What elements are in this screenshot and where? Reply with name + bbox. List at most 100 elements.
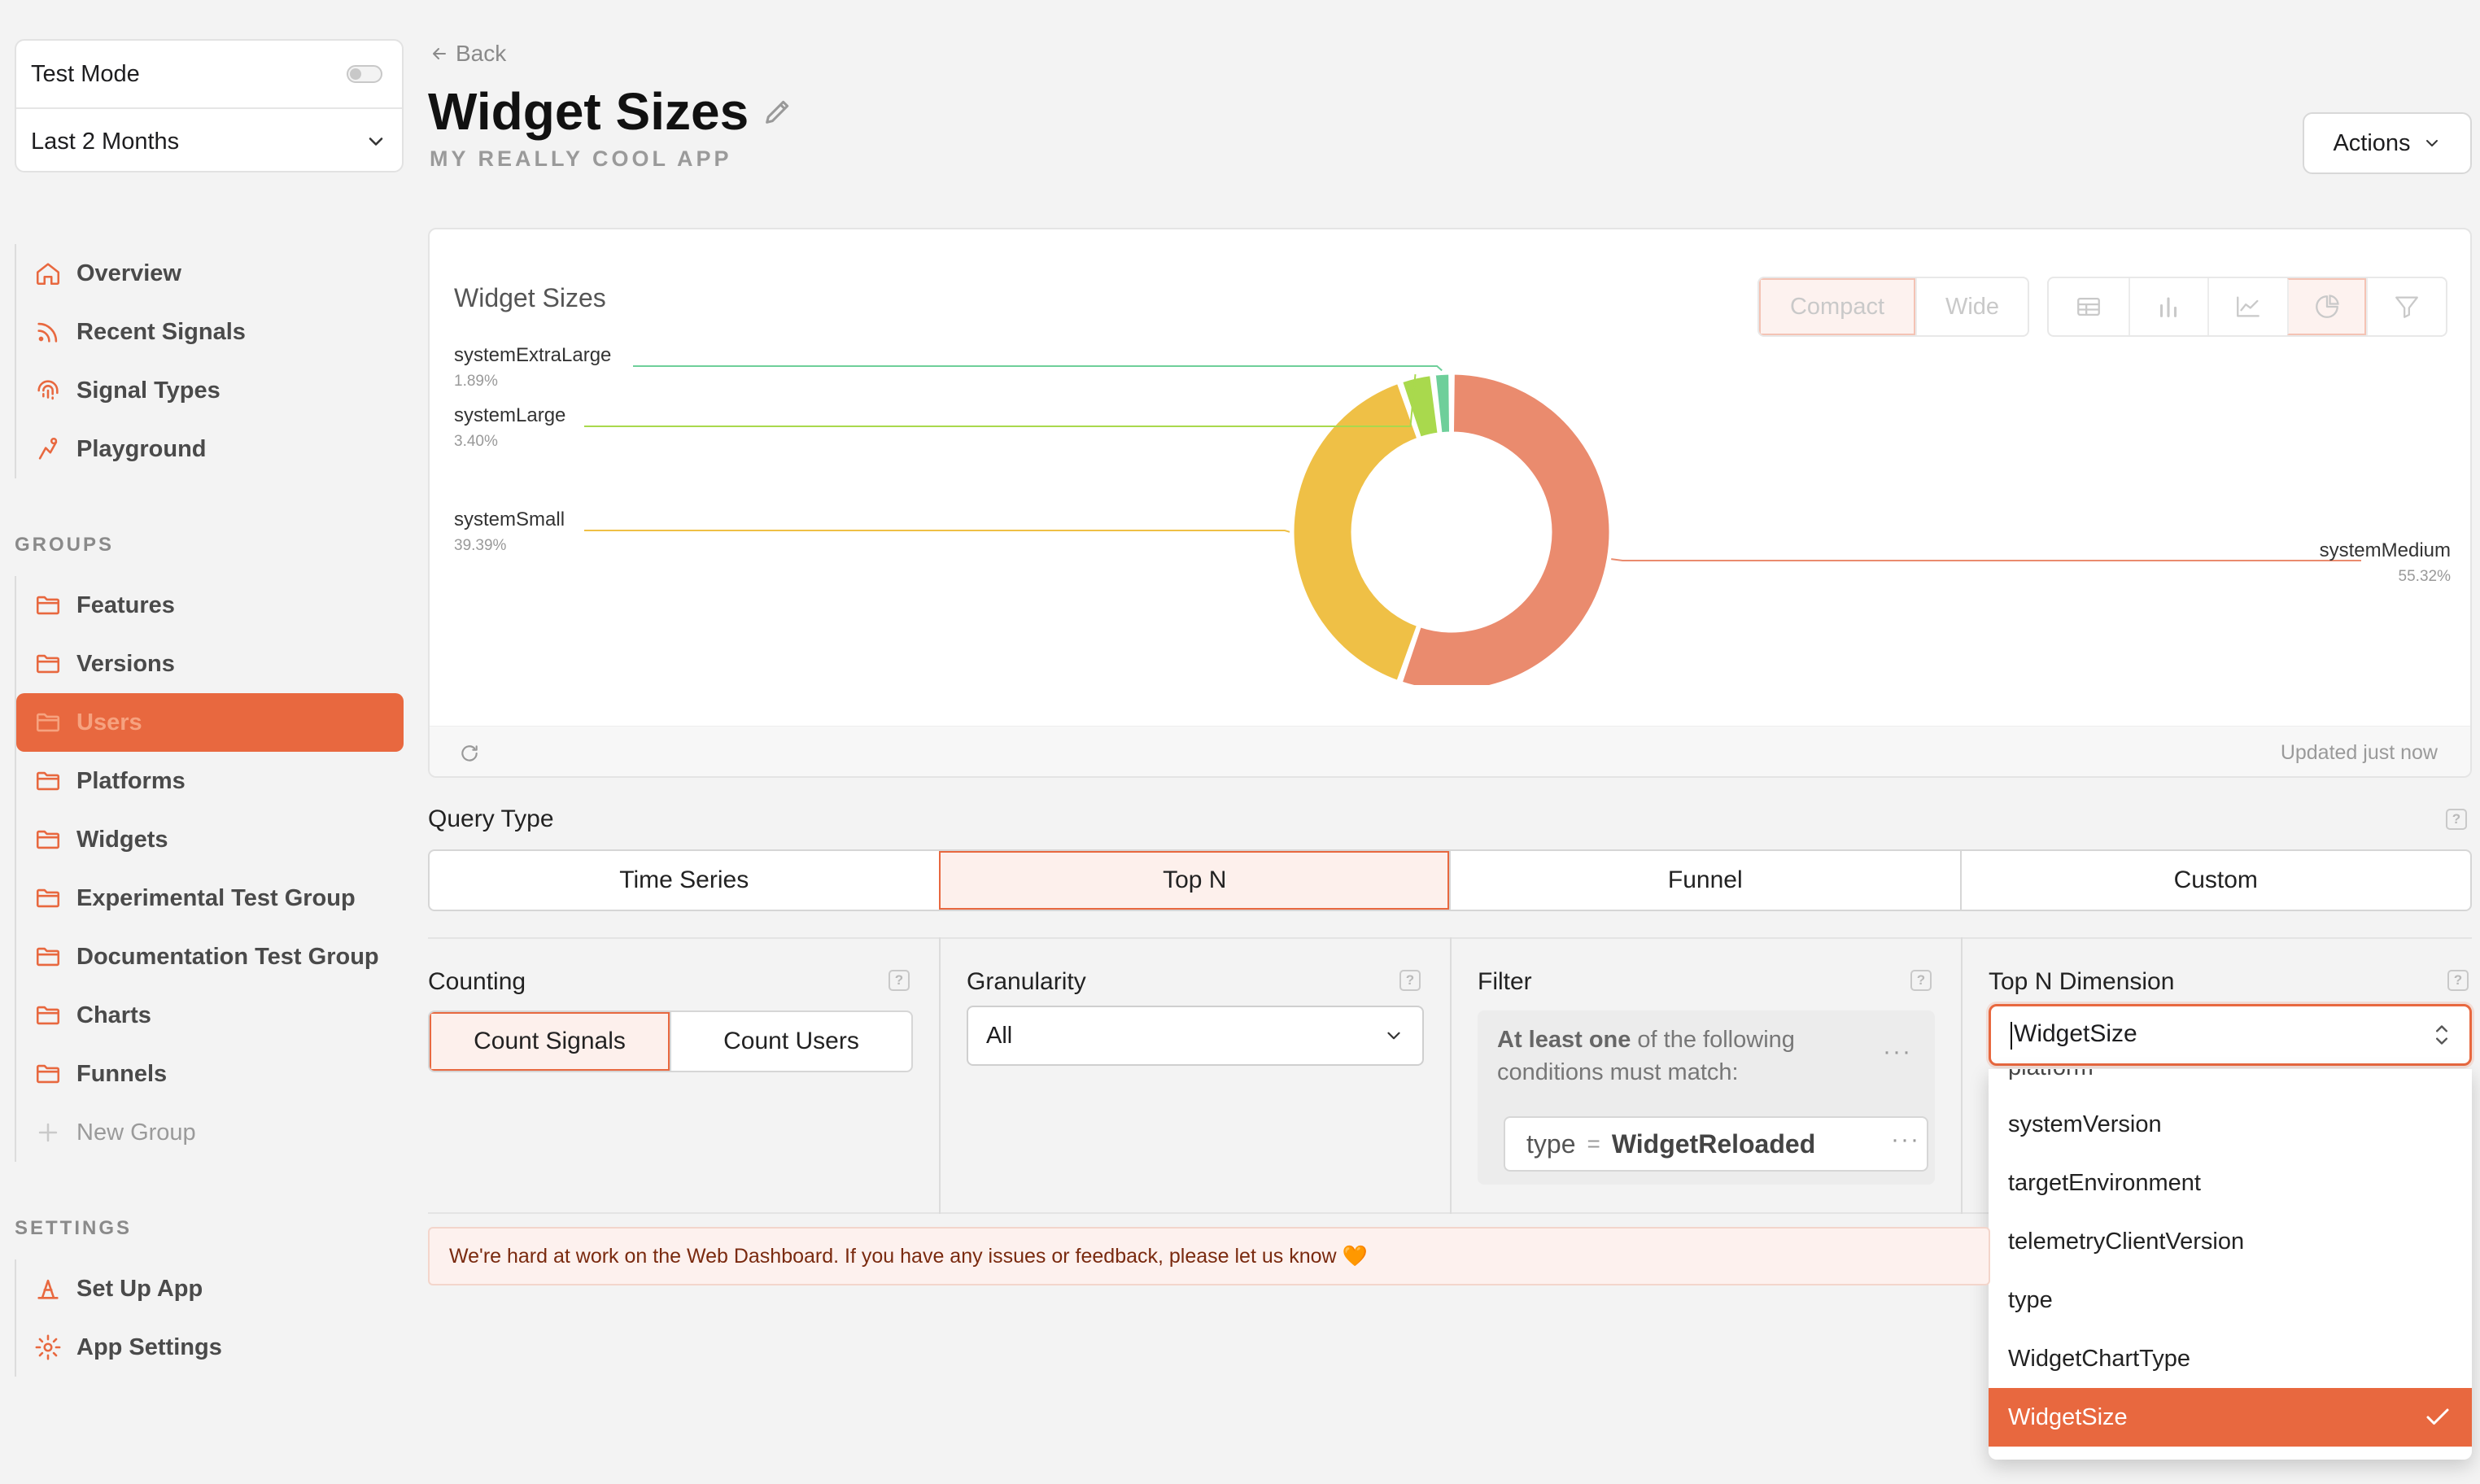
slice-percent: 39.39% xyxy=(454,537,507,554)
back-link[interactable]: Back xyxy=(430,41,506,67)
folder-icon xyxy=(36,596,60,615)
topn-dimension-input[interactable]: WidgetSize xyxy=(1989,1004,2472,1066)
mode-box: Test Mode Last 2 Months xyxy=(15,39,404,172)
dropdown-option[interactable]: telemetryClientVersion xyxy=(1989,1212,2472,1271)
nav-item-set-up-app[interactable]: Set Up App xyxy=(16,1259,404,1318)
page-title: Widget Sizes xyxy=(428,81,794,142)
sidebar-item-charts[interactable]: Charts xyxy=(16,986,404,1045)
table-view-button[interactable] xyxy=(2049,278,2129,335)
donut-slice-systemSmall[interactable] xyxy=(1291,381,1420,683)
tab-custom[interactable]: Custom xyxy=(1959,851,2471,910)
panel-divider xyxy=(939,937,941,1214)
help-icon[interactable]: ? xyxy=(2446,809,2467,830)
dropdown-option-label: WidgetSize xyxy=(2008,1403,2128,1430)
time-range-select[interactable]: Last 2 Months xyxy=(16,107,402,174)
slice-percent: 1.89% xyxy=(454,373,498,390)
chevron-up-down-icon xyxy=(2436,1025,2447,1045)
count-signals-button[interactable]: Count Signals xyxy=(430,1012,670,1071)
nav-label: New Group xyxy=(76,1119,196,1146)
dropdown-option[interactable]: targetEnvironment xyxy=(1989,1154,2472,1212)
help-icon[interactable]: ? xyxy=(2447,970,2469,991)
sidebar-item-experimental-test-group[interactable]: Experimental Test Group xyxy=(16,869,404,928)
donut-slice-systemExtraLarge[interactable] xyxy=(1433,372,1452,435)
chevron-down-icon xyxy=(1387,1032,1400,1040)
help-icon[interactable]: ? xyxy=(889,970,910,991)
sidebar-item-users[interactable]: Users xyxy=(16,693,404,752)
nav-item-overview[interactable]: Overview xyxy=(16,244,404,303)
tab-top-n[interactable]: Top N xyxy=(938,851,1449,910)
page-title-text: Widget Sizes xyxy=(428,82,749,141)
new-group-button[interactable]: New Group xyxy=(16,1103,404,1162)
nav-label: Charts xyxy=(76,1002,151,1028)
dropdown-option-label: targetEnvironment xyxy=(2008,1169,2201,1196)
filter-lead-bold: At least one xyxy=(1497,1027,1631,1053)
help-icon[interactable]: ? xyxy=(1399,970,1421,991)
dropdown-option-label: platform xyxy=(2008,1069,2094,1081)
sidebar-item-versions[interactable]: Versions xyxy=(16,635,404,693)
nav-item-app-settings[interactable]: App Settings xyxy=(16,1318,404,1377)
nav-item-playground[interactable]: Playground xyxy=(16,420,404,478)
sidebar-item-funnels[interactable]: Funnels xyxy=(16,1045,404,1103)
chevron-down-icon xyxy=(2425,140,2438,146)
dropdown-option[interactable]: type xyxy=(1989,1271,2472,1329)
test-mode-toggle[interactable] xyxy=(347,65,382,83)
test-mode-row[interactable]: Test Mode xyxy=(16,41,402,107)
folder-icon xyxy=(36,947,60,967)
nav-label: Documentation Test Group xyxy=(76,943,379,970)
nav-label: Features xyxy=(76,591,175,618)
chart-card: Widget Sizes Compact Wide systemMedium 55… xyxy=(428,228,2472,778)
granularity-value: All xyxy=(986,1022,1013,1049)
nav-item-signal-types[interactable]: Signal Types xyxy=(16,361,404,420)
nav-label: Signal Types xyxy=(76,377,220,404)
topn-dimension-dropdown: platform systemVersion targetEnvironment t… xyxy=(1989,1069,2472,1460)
dropdown-option[interactable]: WidgetChartType xyxy=(1989,1329,2472,1388)
dropdown-option[interactable]: WidgetSize xyxy=(1989,1388,2472,1447)
wizard-icon xyxy=(37,1279,59,1299)
pencil-icon[interactable] xyxy=(762,95,794,128)
chart-type-toggle xyxy=(2047,277,2447,337)
compact-button[interactable]: Compact xyxy=(1759,278,1915,335)
condition-menu-icon[interactable]: ··· xyxy=(1891,1126,1920,1153)
folder-icon xyxy=(36,654,60,674)
time-range-value: Last 2 Months xyxy=(31,128,180,155)
folder-icon xyxy=(36,888,60,908)
nav-item-recent-signals[interactable]: Recent Signals xyxy=(16,303,404,361)
tab-time-series[interactable]: Time Series xyxy=(619,866,749,893)
donut-slices xyxy=(1291,372,1612,685)
filter-condition[interactable]: type = WidgetReloaded ··· xyxy=(1504,1116,1928,1172)
gear-icon xyxy=(35,1334,61,1360)
leader-line-systemSmall xyxy=(584,530,1290,533)
actions-button[interactable]: Actions xyxy=(2303,112,2472,174)
dropdown-options: systemVersion targetEnvironment telemetryC… xyxy=(1989,1095,2472,1447)
filter-group-menu-icon[interactable]: ··· xyxy=(1883,1038,1912,1065)
panel-divider xyxy=(1961,937,1963,1214)
sidebar-item-platforms[interactable]: Platforms xyxy=(16,752,404,810)
nav-label: Set Up App xyxy=(76,1275,203,1302)
funnel-view-button[interactable] xyxy=(2366,278,2446,335)
dropdown-option-label: type xyxy=(2008,1286,2053,1313)
pie-chart-icon xyxy=(2315,295,2339,318)
count-users-button[interactable]: Count Users xyxy=(670,1012,911,1071)
filter-lead-rest: of the following conditions must match: xyxy=(1497,1027,1795,1085)
bar-view-button[interactable] xyxy=(2128,278,2208,335)
line-view-button[interactable] xyxy=(2207,278,2287,335)
main-nav: Overview Recent Signals Signal Types Pla… xyxy=(15,244,404,478)
refresh-icon[interactable] xyxy=(459,743,480,764)
granularity-select[interactable]: All xyxy=(967,1006,1424,1066)
donut-slice-systemMedium[interactable] xyxy=(1399,372,1612,685)
donut-slice-systemLarge[interactable] xyxy=(1399,373,1440,440)
sidebar-item-documentation-test-group[interactable]: Documentation Test Group xyxy=(16,928,404,986)
tab-funnel[interactable]: Funnel xyxy=(1449,851,1960,910)
help-icon[interactable]: ? xyxy=(1910,970,1932,991)
dropdown-option[interactable]: systemVersion xyxy=(1989,1095,2472,1154)
dropdown-option-partial[interactable]: platform xyxy=(1989,1069,2472,1095)
donut-chart: systemMedium 55.32% systemSmall 39.39% syste… xyxy=(454,344,2451,685)
topn-value: WidgetSize xyxy=(2014,1020,2137,1048)
folder-icon xyxy=(36,830,60,849)
pie-view-button[interactable] xyxy=(2286,278,2367,335)
wide-button[interactable]: Wide xyxy=(1915,278,2028,335)
filter-label: Filter xyxy=(1478,968,1532,995)
filter-group: At least one of the following conditions… xyxy=(1478,1010,1935,1185)
sidebar-item-widgets[interactable]: Widgets xyxy=(16,810,404,869)
sidebar-item-features[interactable]: Features xyxy=(16,576,404,635)
